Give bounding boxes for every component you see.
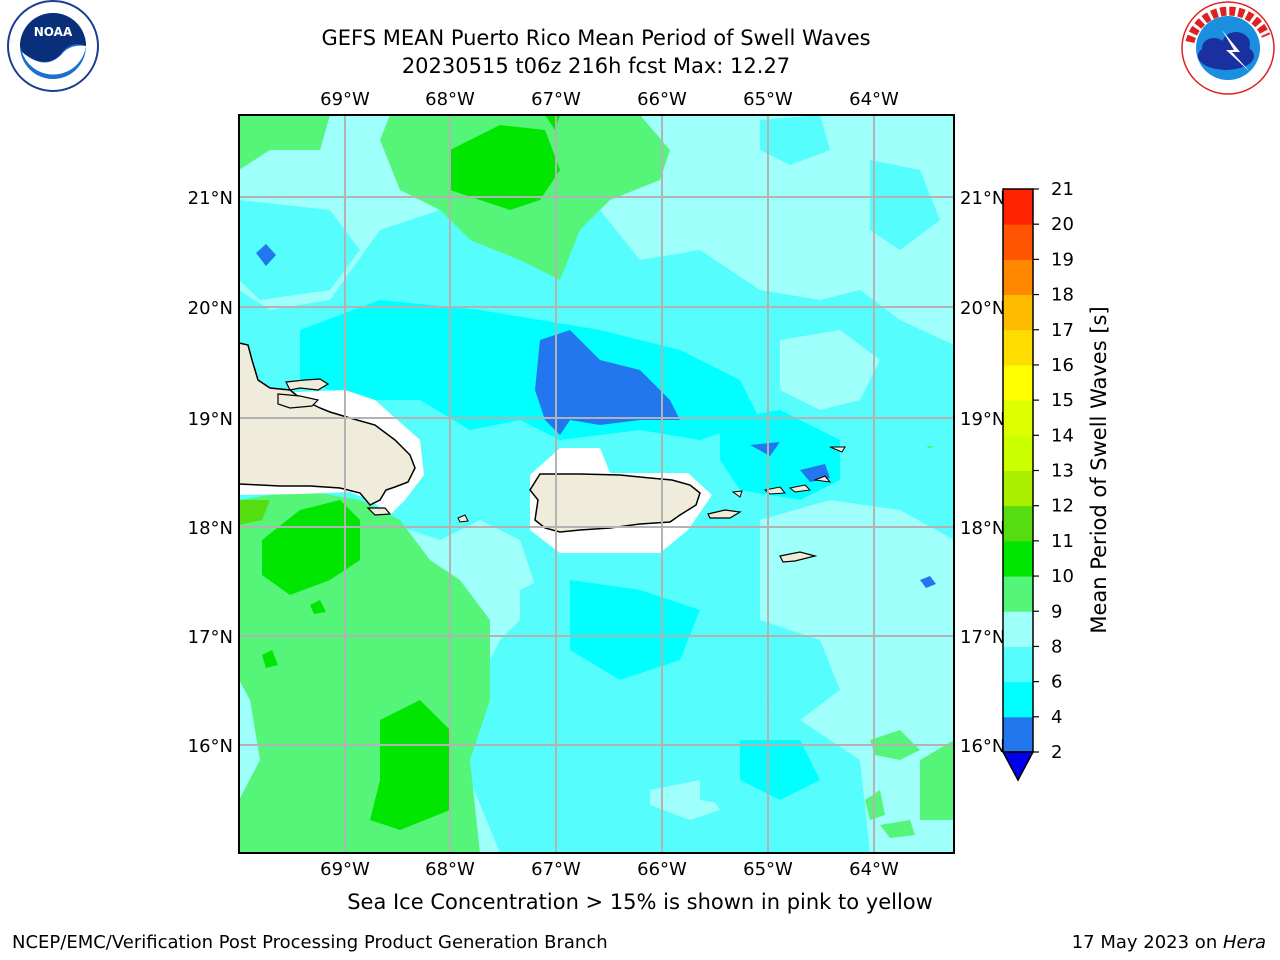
colorbar-segment bbox=[1003, 576, 1033, 612]
colorbar-tick-label: 9 bbox=[1051, 601, 1062, 622]
lon-labels-bottom: 69°W 68°W 67°W 66°W 65°W 64°W bbox=[320, 859, 899, 880]
lat-labels-right: 21°N 20°N 19°N 18°N 17°N 16°N bbox=[960, 188, 1005, 757]
swell-band-11-12 bbox=[239, 500, 270, 525]
land-hispaniola bbox=[239, 342, 424, 516]
sea-ice-note: Sea Ice Concentration > 15% is shown in … bbox=[347, 890, 933, 914]
lat-label: 16°N bbox=[960, 736, 1005, 757]
colorbar-tick-label: 12 bbox=[1051, 496, 1074, 517]
colorbar-segment bbox=[1003, 329, 1033, 366]
colorbar-tick-label: 14 bbox=[1051, 425, 1074, 446]
colorbar-segment bbox=[1003, 224, 1033, 260]
lon-label: 69°W bbox=[320, 859, 370, 880]
lon-label: 68°W bbox=[425, 859, 475, 880]
colorbar-segment bbox=[1003, 716, 1033, 753]
map-subtitle: 20230515 t06z 216h fcst Max: 12.27 bbox=[401, 54, 791, 78]
nws-logo bbox=[1181, 1, 1275, 95]
footer-host: Hera bbox=[1222, 932, 1266, 953]
lat-label: 19°N bbox=[188, 409, 233, 430]
colorbar-tick-label: 15 bbox=[1051, 390, 1074, 411]
colorbar: 2 4 6 8 9 10 11 12 13 14 15 16 17 18 19 20 21 bbox=[1001, 179, 1074, 782]
colorbar-tick-label: 2 bbox=[1051, 742, 1062, 763]
lat-label: 20°N bbox=[188, 298, 233, 319]
swell-band-10-11 bbox=[262, 115, 560, 830]
footer-date: 17 May 2023 on Hera bbox=[1072, 932, 1266, 953]
noaa-logo: NOAA bbox=[7, 0, 99, 92]
footer-credit: NCEP/EMC/Verification Post Processing Pr… bbox=[12, 932, 608, 953]
lon-label: 64°W bbox=[849, 859, 899, 880]
colorbar-tick-label: 20 bbox=[1051, 214, 1074, 235]
lat-label: 21°N bbox=[960, 188, 1005, 209]
map-title: GEFS MEAN Puerto Rico Mean Period of Swe… bbox=[321, 26, 871, 50]
lon-label: 67°W bbox=[531, 859, 581, 880]
colorbar-tick-label: 19 bbox=[1051, 249, 1074, 270]
colorbar-tick-label: 11 bbox=[1051, 531, 1074, 552]
colorbar-segment bbox=[1003, 505, 1033, 542]
lon-label: 66°W bbox=[637, 859, 687, 880]
footer-date-text: 17 May 2023 on bbox=[1071, 932, 1223, 953]
lat-label: 21°N bbox=[188, 188, 233, 209]
colorbar-tick-label: 18 bbox=[1051, 285, 1074, 306]
lat-labels-left: 21°N 20°N 19°N 18°N 17°N 16°N bbox=[188, 188, 233, 757]
lat-label: 19°N bbox=[960, 409, 1005, 430]
map-frame bbox=[238, 114, 955, 854]
lon-label: 66°W bbox=[637, 89, 687, 110]
lat-label: 18°N bbox=[188, 518, 233, 539]
lon-label: 65°W bbox=[743, 859, 793, 880]
colorbar-tick-label: 8 bbox=[1051, 636, 1062, 657]
lat-label: 20°N bbox=[960, 298, 1005, 319]
gridlines bbox=[239, 115, 954, 853]
colorbar-tick-label: 4 bbox=[1051, 707, 1062, 728]
lon-label: 69°W bbox=[320, 89, 370, 110]
lat-label: 17°N bbox=[960, 627, 1005, 648]
colorbar-tick-label: 21 bbox=[1051, 179, 1074, 200]
colorbar-label: Mean Period of Swell Waves [s] bbox=[1087, 306, 1111, 633]
colorbar-segment bbox=[1003, 294, 1033, 331]
lon-label: 68°W bbox=[425, 89, 475, 110]
colorbar-segment bbox=[1003, 681, 1033, 718]
noaa-logo-text: NOAA bbox=[34, 25, 73, 39]
lon-label: 67°W bbox=[531, 89, 581, 110]
colorbar-segment bbox=[1003, 189, 1033, 225]
colorbar-tick-label: 10 bbox=[1051, 566, 1074, 587]
map-area bbox=[239, 115, 954, 853]
colorbar-tick-label: 17 bbox=[1051, 320, 1074, 341]
colorbar-segment bbox=[1003, 611, 1033, 647]
lat-label: 18°N bbox=[960, 518, 1005, 539]
colorbar-segment bbox=[1003, 259, 1033, 296]
lon-label: 64°W bbox=[849, 89, 899, 110]
lon-label: 65°W bbox=[743, 89, 793, 110]
colorbar-tick-label: 6 bbox=[1051, 672, 1062, 693]
lat-label: 17°N bbox=[188, 627, 233, 648]
colorbar-segment bbox=[1003, 435, 1033, 471]
colorbar-under-arrow bbox=[1001, 751, 1035, 782]
colorbar-tick-label: 16 bbox=[1051, 355, 1074, 376]
colorbar-segment bbox=[1003, 364, 1033, 401]
lat-label: 16°N bbox=[188, 736, 233, 757]
colorbar-segment bbox=[1003, 540, 1033, 577]
lon-labels-top: 69°W 68°W 67°W 66°W 65°W 64°W bbox=[320, 89, 899, 110]
colorbar-segment bbox=[1003, 400, 1033, 436]
colorbar-tick-label: 13 bbox=[1051, 461, 1074, 482]
colorbar-segment bbox=[1003, 646, 1033, 683]
colorbar-segment bbox=[1003, 470, 1033, 507]
